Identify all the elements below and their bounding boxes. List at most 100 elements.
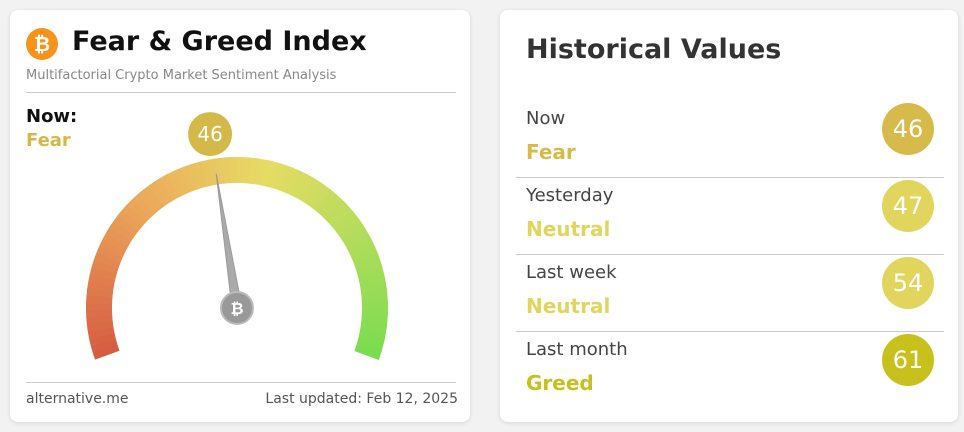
gauge-arc bbox=[289, 170, 308, 198]
gauge-arc bbox=[359, 281, 387, 293]
now-classification: Fear bbox=[26, 130, 71, 151]
gauge-arc bbox=[167, 170, 186, 198]
gauge-arc bbox=[314, 189, 337, 215]
history-card: Historical Values Now Fear 46 Yesterday N… bbox=[500, 10, 958, 422]
period: Last month bbox=[526, 339, 628, 360]
gauge-arc bbox=[87, 327, 115, 339]
gauge-arc bbox=[361, 315, 388, 325]
divider bbox=[516, 254, 944, 255]
gauge-arc bbox=[91, 259, 119, 275]
gauge-arc bbox=[342, 227, 369, 247]
value-bubble: 54 bbox=[882, 257, 934, 309]
gauge-arc bbox=[319, 194, 343, 219]
value-text: 46 bbox=[197, 122, 222, 146]
gauge-arc bbox=[357, 333, 385, 347]
gauge-arc bbox=[92, 344, 120, 360]
history-row: Last week Neutral 54 bbox=[500, 254, 958, 331]
gauge-arc bbox=[266, 161, 281, 189]
divider bbox=[26, 92, 456, 93]
hub-icon: ₿ bbox=[230, 299, 243, 318]
gauge-arc bbox=[160, 173, 180, 201]
gauge-arc bbox=[358, 274, 386, 287]
footer-updated: Last updated: Feb 12, 2025 bbox=[265, 391, 458, 407]
gauge-arc bbox=[99, 239, 126, 258]
gauge-arc bbox=[180, 165, 197, 193]
gauge-arc bbox=[354, 344, 382, 360]
gauge-arc bbox=[355, 260, 383, 275]
gauge-arc bbox=[294, 174, 314, 201]
gauge-arc bbox=[143, 185, 165, 211]
value-bubble bbox=[188, 112, 233, 157]
gauge-arc bbox=[122, 204, 147, 227]
gauge-arc bbox=[360, 288, 388, 299]
divider bbox=[516, 331, 944, 332]
gauge-arc bbox=[327, 204, 353, 228]
gauge-arc bbox=[272, 163, 288, 191]
gauge-arc bbox=[339, 221, 365, 242]
gauge-arc bbox=[93, 252, 121, 269]
now-label: Now: bbox=[26, 106, 78, 127]
gauge-arc bbox=[86, 287, 114, 298]
gauge-arc bbox=[187, 163, 202, 191]
classification: Greed bbox=[526, 371, 594, 395]
gauge-arc bbox=[242, 157, 252, 184]
needle-hub bbox=[220, 291, 254, 325]
gauge-arc bbox=[86, 315, 113, 325]
gauge-arc bbox=[335, 215, 361, 237]
gauge-arc bbox=[105, 227, 132, 247]
history-row: Now Fear 46 bbox=[500, 100, 958, 177]
gauge-arc bbox=[194, 161, 208, 189]
footer-source: alternative.me bbox=[26, 391, 129, 407]
gauge-arc bbox=[109, 221, 135, 242]
needle bbox=[215, 173, 243, 310]
btc-icon: ₿ bbox=[26, 28, 58, 60]
gauge-arc bbox=[254, 158, 267, 186]
period: Now bbox=[526, 108, 566, 129]
card-title: Fear & Greed Index bbox=[72, 26, 367, 57]
gauge-arc bbox=[278, 165, 294, 193]
history-row: Yesterday Neutral 47 bbox=[500, 177, 958, 254]
gauge-arc bbox=[360, 321, 388, 332]
gauge-arc bbox=[201, 159, 214, 187]
gauge-arc bbox=[359, 327, 387, 340]
gauge-arc bbox=[113, 215, 139, 237]
gauge-arc bbox=[88, 273, 116, 286]
gauge-arc bbox=[102, 233, 129, 252]
gauge-arc bbox=[353, 253, 381, 269]
gauge-arc bbox=[305, 181, 326, 207]
gauge-arc bbox=[323, 199, 348, 223]
classification: Fear bbox=[526, 140, 576, 164]
gauge-arc bbox=[117, 209, 143, 232]
gauge-arc bbox=[132, 194, 155, 219]
value-bubble: 47 bbox=[882, 180, 934, 232]
value-bubble: 61 bbox=[882, 334, 934, 386]
divider bbox=[516, 177, 944, 178]
classification: Neutral bbox=[526, 294, 611, 318]
gauge-arc bbox=[356, 339, 384, 354]
index-card: ₿ Fear & Greed Index Multifactorial Cryp… bbox=[10, 10, 470, 422]
gauge-arc bbox=[351, 246, 378, 264]
gauge-arc bbox=[283, 167, 301, 195]
gauge-arc bbox=[332, 209, 357, 232]
gauge-arc bbox=[215, 157, 226, 185]
gauge-arc bbox=[348, 240, 376, 258]
period: Yesterday bbox=[526, 185, 614, 206]
gauge-arc bbox=[173, 167, 191, 195]
gauge-arc bbox=[89, 333, 117, 346]
gauge: ₿ 46 bbox=[86, 112, 388, 360]
subtitle: Multifactorial Crypto Market Sentiment A… bbox=[26, 68, 337, 83]
divider bbox=[26, 382, 456, 383]
gauge-arc bbox=[248, 157, 260, 185]
gauge-arc bbox=[86, 321, 114, 332]
classification: Neutral bbox=[526, 217, 611, 241]
gauge-arc bbox=[260, 159, 274, 187]
gauge-arc bbox=[299, 177, 320, 204]
gauge-arc bbox=[148, 181, 170, 207]
period: Last week bbox=[526, 262, 617, 283]
history-row: Last month Greed 61 bbox=[500, 331, 958, 408]
gauge-arc bbox=[208, 158, 220, 186]
gauge-arc bbox=[127, 199, 151, 223]
gauge-arc bbox=[90, 338, 118, 353]
gauge-arc bbox=[96, 246, 123, 263]
